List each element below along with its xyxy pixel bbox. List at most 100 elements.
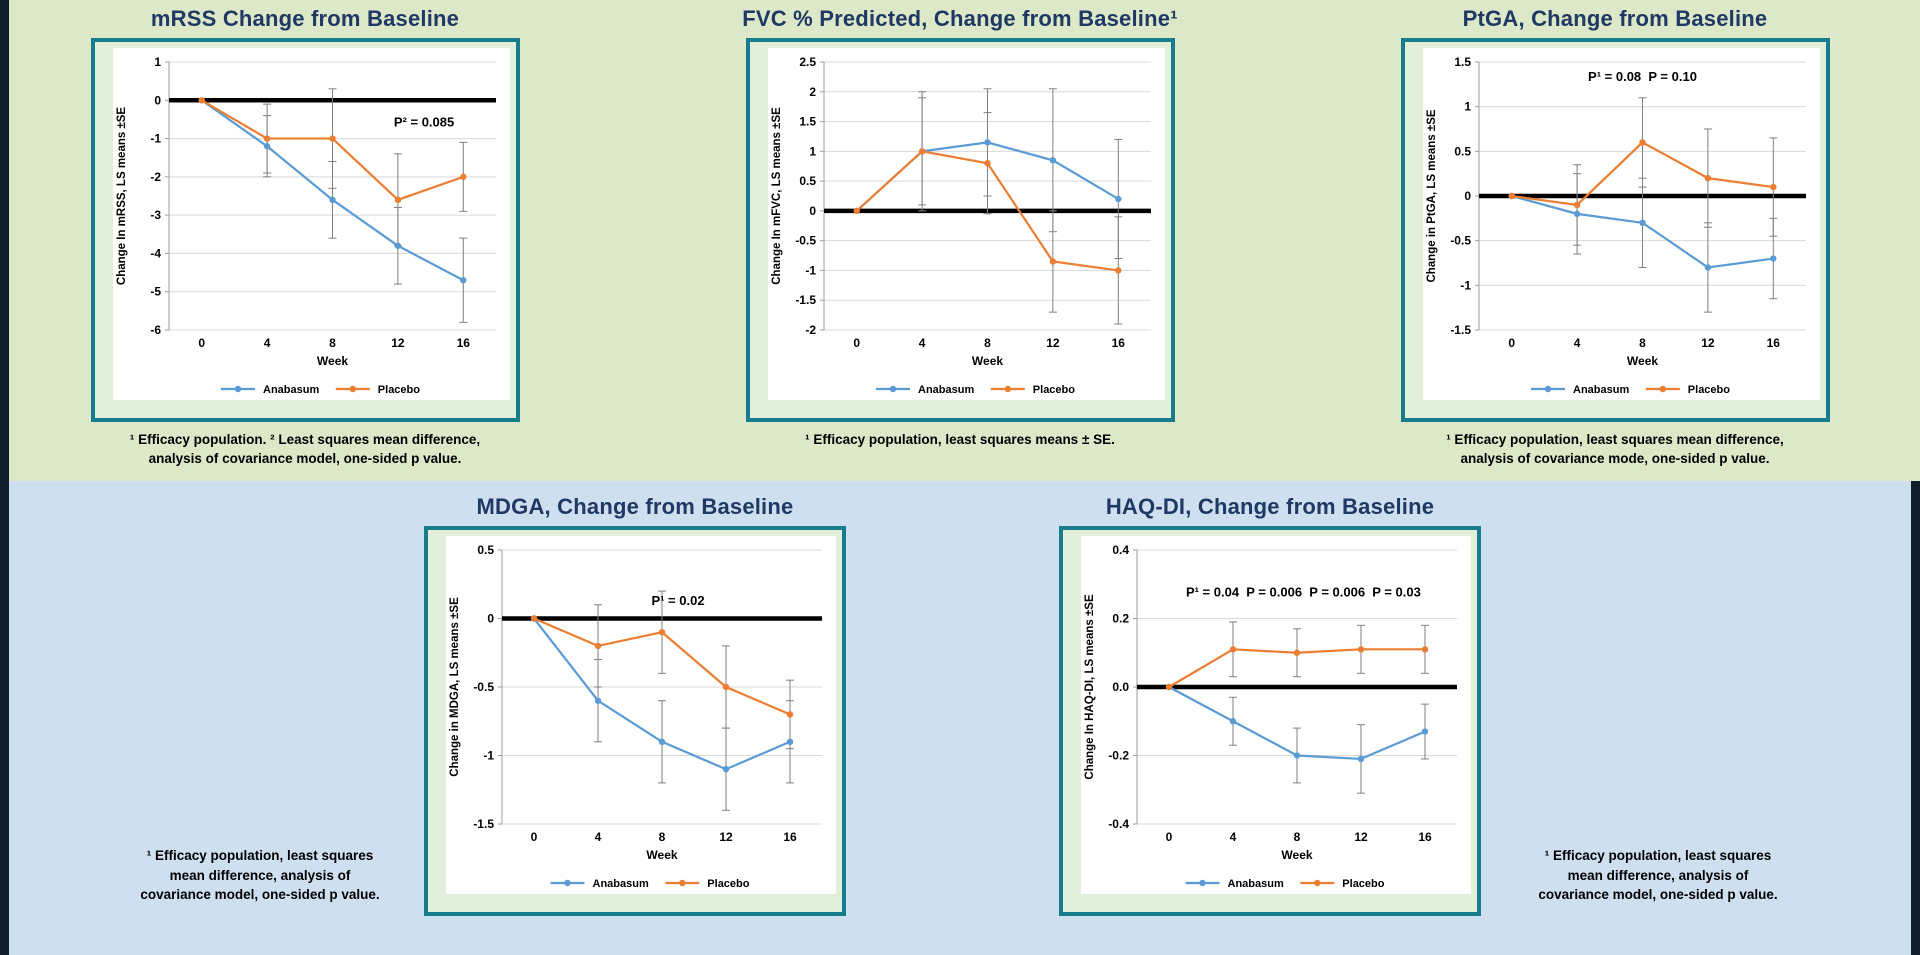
svg-text:0: 0 <box>198 336 205 350</box>
svg-text:Placebo: Placebo <box>1687 384 1729 396</box>
line-chart-mrss: 1 0 -1 -2 -3 -4 -5 -6 0 4 8 12 16 Week Change In mRSS,… <box>116 55 496 396</box>
svg-text:4: 4 <box>263 336 270 350</box>
svg-text:-1.5: -1.5 <box>1450 323 1471 337</box>
svg-text:-1.5: -1.5 <box>795 293 816 307</box>
chart-group-ptga: PtGA, Change from Baseline 1.5 1 0.5 0 -0.5 -… <box>1380 6 1850 469</box>
svg-text:Change In HAQ-DI, LS means ±SE: Change In HAQ-DI, LS means ±SE <box>1084 594 1096 780</box>
svg-text:16: 16 <box>783 830 797 844</box>
chart-frame-fvc: 2.5 2 1.5 1 0.5 0 -0.5 -1 -1.5 -2 0 4 8 12 16 Week Chang… <box>745 38 1175 422</box>
svg-text:8: 8 <box>329 336 336 350</box>
svg-text:-0.5: -0.5 <box>1450 234 1471 248</box>
svg-text:16: 16 <box>1418 830 1432 844</box>
svg-text:0: 0 <box>487 612 494 626</box>
svg-text:0.4: 0.4 <box>1112 543 1129 557</box>
chart-frame-haqdi: 0.4 0.2 0.0 -0.2 -0.4 0 4 8 12 16 Week Change In HA… <box>1059 526 1481 916</box>
svg-text:-6: -6 <box>150 323 161 337</box>
svg-text:Anabasum: Anabasum <box>1573 384 1629 396</box>
chart-frame-mrss: 1 0 -1 -2 -3 -4 -5 -6 0 4 8 12 16 Week Change In mRSS,… <box>90 38 520 422</box>
svg-text:16: 16 <box>1766 336 1780 350</box>
svg-text:-4: -4 <box>150 246 161 260</box>
svg-text:Change In mFVC, LS means ±SE: Change In mFVC, LS means ±SE <box>771 107 783 285</box>
chart-group-haqdi: HAQ-DI, Change from Baseline 0.4 0.2 0.0 -0… <box>1055 494 1485 916</box>
svg-text:-0.5: -0.5 <box>473 680 494 694</box>
footnote-ptga: ¹ Efficacy population, least squares mea… <box>1446 432 1784 466</box>
svg-text:4: 4 <box>1230 830 1237 844</box>
svg-text:-2: -2 <box>805 323 816 337</box>
svg-text:Anabasum: Anabasum <box>1228 878 1284 890</box>
svg-text:0: 0 <box>853 336 860 350</box>
svg-text:12: 12 <box>1701 336 1715 350</box>
svg-text:0: 0 <box>154 93 161 107</box>
svg-text:16: 16 <box>456 336 470 350</box>
footnote-fvc: ¹ Efficacy population, least squares mea… <box>805 432 1115 447</box>
line-chart-mdga: 0.5 0 -0.5 -1 -1.5 0 4 8 12 16 Week Change in MDGA,… <box>449 543 822 890</box>
svg-text:0: 0 <box>1508 336 1515 350</box>
svg-text:0: 0 <box>1166 830 1173 844</box>
svg-text:16: 16 <box>1111 336 1125 350</box>
svg-text:8: 8 <box>1639 336 1646 350</box>
svg-text:0.5: 0.5 <box>477 543 494 557</box>
chart-area-mdga: 0.5 0 -0.5 -1 -1.5 0 4 8 12 16 Week Change in MDGA,… <box>446 536 836 894</box>
chart-title-ptga: PtGA, Change from Baseline <box>1462 6 1768 31</box>
svg-text:-1: -1 <box>483 749 494 763</box>
svg-text:8: 8 <box>659 830 666 844</box>
svg-text:2: 2 <box>809 85 816 99</box>
svg-text:P² = 0.085: P² = 0.085 <box>393 114 453 129</box>
chart-title-mdga: MDGA, Change from Baseline <box>476 494 794 519</box>
svg-text:1.5: 1.5 <box>1454 55 1471 69</box>
footnote-mdga: ¹ Efficacy population, least squares mean… <box>140 848 380 903</box>
svg-text:-0.5: -0.5 <box>795 234 816 248</box>
svg-text:Change in MDGA, LS means ±SE: Change in MDGA, LS means ±SE <box>449 597 461 777</box>
svg-text:1: 1 <box>809 144 816 158</box>
chart-title-fvc: FVC % Predicted, Change from Baseline¹ <box>742 6 1178 31</box>
svg-text:Anabasum: Anabasum <box>918 384 974 396</box>
svg-text:4: 4 <box>1573 336 1580 350</box>
svg-text:8: 8 <box>984 336 991 350</box>
svg-text:4: 4 <box>595 830 602 844</box>
bottom-band-background <box>0 481 1920 955</box>
svg-text:Change in PtGA, LS means ±SE: Change in PtGA, LS means ±SE <box>1426 109 1438 282</box>
svg-text:12: 12 <box>1354 830 1368 844</box>
svg-text:1: 1 <box>1464 100 1471 114</box>
svg-text:-1: -1 <box>1460 278 1471 292</box>
svg-text:-2: -2 <box>150 170 161 184</box>
svg-text:8: 8 <box>1294 830 1301 844</box>
svg-text:0.0: 0.0 <box>1112 680 1129 694</box>
footnote-mrss: ¹ Efficacy population. ² Least squares m… <box>129 432 481 466</box>
footnote-haqdi: ¹ Efficacy population, least squares mean… <box>1538 848 1778 903</box>
line-chart-ptga: 1.5 1 0.5 0 -0.5 -1 -1.5 0 4 8 12 16 Week Change in P… <box>1426 55 1806 396</box>
svg-text:-3: -3 <box>150 208 161 222</box>
chart-area-mrss: 1 0 -1 -2 -3 -4 -5 -6 0 4 8 12 16 Week Change In mRSS,… <box>112 48 510 400</box>
svg-text:12: 12 <box>719 830 733 844</box>
svg-text:P¹ = 0.08 P = 0.10: P¹ = 0.08 P = 0.10 <box>1588 69 1697 84</box>
svg-text:Week: Week <box>1626 354 1657 368</box>
svg-text:Week: Week <box>1281 848 1312 862</box>
svg-text:Placebo: Placebo <box>1342 878 1384 890</box>
chart-group-mrss: mRSS Change from Baseline 1 0 -1 -2 -3 -4 -5 -6… <box>70 6 540 469</box>
svg-text:1: 1 <box>154 55 161 69</box>
svg-text:Week: Week <box>646 848 677 862</box>
right-edge-strip <box>1911 481 1920 955</box>
svg-text:1.5: 1.5 <box>799 115 816 129</box>
svg-text:Placebo: Placebo <box>377 384 419 396</box>
svg-text:Anabasum: Anabasum <box>593 878 649 890</box>
svg-text:0.5: 0.5 <box>1454 144 1471 158</box>
svg-text:-1.5: -1.5 <box>473 817 494 831</box>
chart-group-mdga: MDGA, Change from Baseline 0.5 0 -0.5 -1 -1.… <box>420 494 850 916</box>
svg-text:Placebo: Placebo <box>707 878 749 890</box>
svg-text:12: 12 <box>1046 336 1060 350</box>
svg-text:Anabasum: Anabasum <box>263 384 319 396</box>
chart-frame-ptga: 1.5 1 0.5 0 -0.5 -1 -1.5 0 4 8 12 16 Week Change in P… <box>1400 38 1830 422</box>
svg-text:2.5: 2.5 <box>799 55 816 69</box>
line-chart-fvc: 2.5 2 1.5 1 0.5 0 -0.5 -1 -1.5 -2 0 4 8 12 16 Week Chang… <box>771 55 1151 396</box>
svg-text:-1: -1 <box>150 132 161 146</box>
svg-text:0.5: 0.5 <box>799 174 816 188</box>
svg-text:Week: Week <box>971 354 1002 368</box>
left-edge-strip <box>0 0 9 955</box>
chart-group-fvc: FVC % Predicted, Change from Baseline¹ 2… <box>725 6 1195 450</box>
svg-text:4: 4 <box>918 336 925 350</box>
chart-area-fvc: 2.5 2 1.5 1 0.5 0 -0.5 -1 -1.5 -2 0 4 8 12 16 Week Chang… <box>767 48 1165 400</box>
svg-text:Placebo: Placebo <box>1032 384 1074 396</box>
svg-text:0: 0 <box>1464 189 1471 203</box>
